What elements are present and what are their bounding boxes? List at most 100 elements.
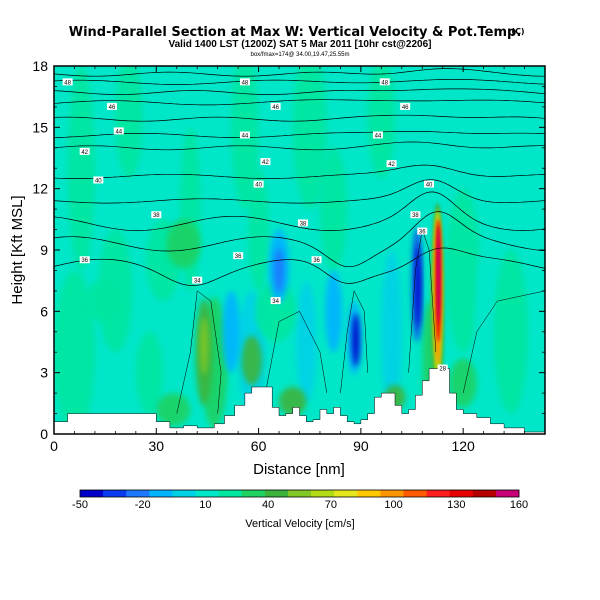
- velocity-field: [54, 66, 528, 434]
- velocity-cell-18: [84, 280, 119, 322]
- w-contour-4: [265, 310, 328, 394]
- contour-label-16: 38: [300, 221, 307, 227]
- velocity-cell-32: [273, 247, 285, 293]
- contour-label-bg-9: [79, 147, 90, 155]
- y-tick-label-4: 12: [32, 181, 48, 197]
- theta-contour-5: [54, 130, 545, 139]
- chart-subtitle: Valid 1400 LST (1200Z) SAT 5 Mar 2011 [1…: [168, 39, 431, 50]
- potential-temperature-contours: [54, 68, 545, 286]
- theta-contour-4: [54, 164, 545, 179]
- colorbar-swatch-16: [449, 490, 474, 497]
- velocity-cell-17: [381, 250, 402, 414]
- contour-label-5: 46: [402, 105, 409, 111]
- plot-area: 48 48 48 46 46 46 44 44 44 42 42 42 40 40 40 38 38 38 36 36…: [54, 66, 545, 434]
- colorbar-frame: [79, 489, 520, 498]
- velocity-cell-0: [67, 66, 95, 271]
- contour-label-15: 38: [153, 213, 160, 219]
- terrain: [54, 368, 545, 434]
- theta-contour-upper-2: [54, 88, 545, 95]
- contour-label-24: 28: [439, 367, 446, 373]
- contour-label-bg-1: [239, 78, 250, 86]
- x-axis-label: Distance [nm]: [253, 461, 345, 478]
- contour-label-17: 38: [412, 213, 419, 219]
- contour-label-bg-21: [192, 276, 203, 284]
- colorbar-swatch-7: [241, 490, 266, 497]
- contour-label-bg-22: [270, 297, 281, 305]
- velocity-cell-22: [199, 317, 209, 375]
- velocity-cell-24: [156, 393, 191, 426]
- contour-label-bg-12: [93, 176, 104, 184]
- contour-label-bg-5: [400, 102, 411, 110]
- theta-contour-0: [54, 247, 545, 286]
- colorbar-label: Vertical Velocity [cm/s]: [245, 518, 354, 530]
- contour-label-bg-17: [410, 211, 421, 219]
- contour-label-12: 40: [95, 178, 102, 184]
- x-tick-label-3: 90: [353, 438, 369, 454]
- colorbar-tick-label-5: 100: [384, 499, 402, 511]
- contour-label-bg-14: [424, 180, 435, 188]
- contour-label-23: 36: [419, 230, 426, 236]
- colorbar-swatch-2: [126, 490, 150, 497]
- contour-label-bg-2: [379, 78, 390, 86]
- contour-label-bg-10: [260, 158, 271, 166]
- velocity-cell-36: [222, 290, 241, 373]
- contour-label-1: 48: [242, 80, 249, 86]
- velocity-cell-23: [241, 335, 262, 385]
- y-tick-label-2: 6: [40, 303, 48, 319]
- colorbar-swatch-8: [264, 490, 289, 497]
- y-tick-label-6: 18: [32, 58, 48, 74]
- velocity-cell-11: [446, 188, 481, 353]
- colorbar-swatch-3: [149, 490, 173, 497]
- colorbar-swatch-18: [495, 490, 520, 497]
- colorbar-swatch-10: [311, 490, 335, 497]
- contour-label-bg-24: [437, 364, 448, 372]
- contour-label-10: 42: [262, 160, 269, 166]
- contour-label-22: 34: [272, 299, 279, 305]
- x-tick-label-4: 120: [451, 438, 475, 454]
- colorbar-swatch-0: [80, 490, 104, 497]
- x-tick-label-0: 0: [50, 438, 58, 454]
- contour-label-bg-11: [386, 160, 397, 168]
- contour-label-bg-0: [62, 78, 73, 86]
- contour-label-bg-18: [79, 256, 90, 264]
- colorbar-swatch-12: [357, 490, 381, 497]
- w-contour-3: [462, 290, 545, 394]
- colorbar-swatch-4: [172, 490, 196, 497]
- colorbar-swatch-15: [426, 490, 450, 497]
- contour-label-6: 44: [115, 129, 122, 135]
- colorbar-swatch-17: [472, 490, 497, 497]
- contour-label-bg-7: [239, 131, 250, 139]
- colorbar-swatch-11: [334, 490, 358, 497]
- contour-label-bg-13: [253, 180, 264, 188]
- contour-label-9: 42: [81, 150, 88, 156]
- velocity-cell-8: [248, 168, 269, 291]
- velocity-cell-13: [54, 270, 95, 434]
- velocity-cell-12: [493, 250, 528, 414]
- contour-label-bg-6: [113, 127, 124, 135]
- contour-label-2: 48: [381, 80, 388, 86]
- contour-label-14: 40: [426, 183, 433, 189]
- y-tick-label-5: 15: [32, 119, 48, 135]
- y-tick-label-0: 0: [40, 426, 48, 442]
- contour-label-7: 44: [242, 134, 249, 140]
- velocity-cell-4: [292, 66, 327, 210]
- colorbar-swatch-9: [287, 490, 312, 497]
- colorbar-swatch-14: [403, 490, 427, 497]
- colorbar-tick-label-4: 70: [325, 499, 337, 511]
- contour-label-3: 46: [109, 105, 116, 111]
- colorbar-tick-label-1: -20: [135, 499, 151, 511]
- y-axis-label: Height [Kft MSL]: [9, 195, 26, 304]
- colorbar-swatch-1: [103, 490, 127, 497]
- theta-contour-7: [54, 79, 545, 85]
- contour-label-13: 40: [255, 183, 262, 189]
- contour-label-bg-19: [233, 252, 244, 260]
- colorbar: -50 -20 10 40 70 100 130 160: [72, 489, 528, 511]
- y-tick-label-3: 9: [40, 242, 48, 258]
- contour-label-21: 34: [194, 279, 201, 285]
- contour-label-bg-15: [151, 211, 162, 219]
- velocity-cell-5: [367, 66, 395, 179]
- chart-info-line: box/fmax=174@ 34.00,19.47,25.55m: [251, 52, 350, 58]
- colorbar-tick-label-6: 130: [447, 499, 465, 511]
